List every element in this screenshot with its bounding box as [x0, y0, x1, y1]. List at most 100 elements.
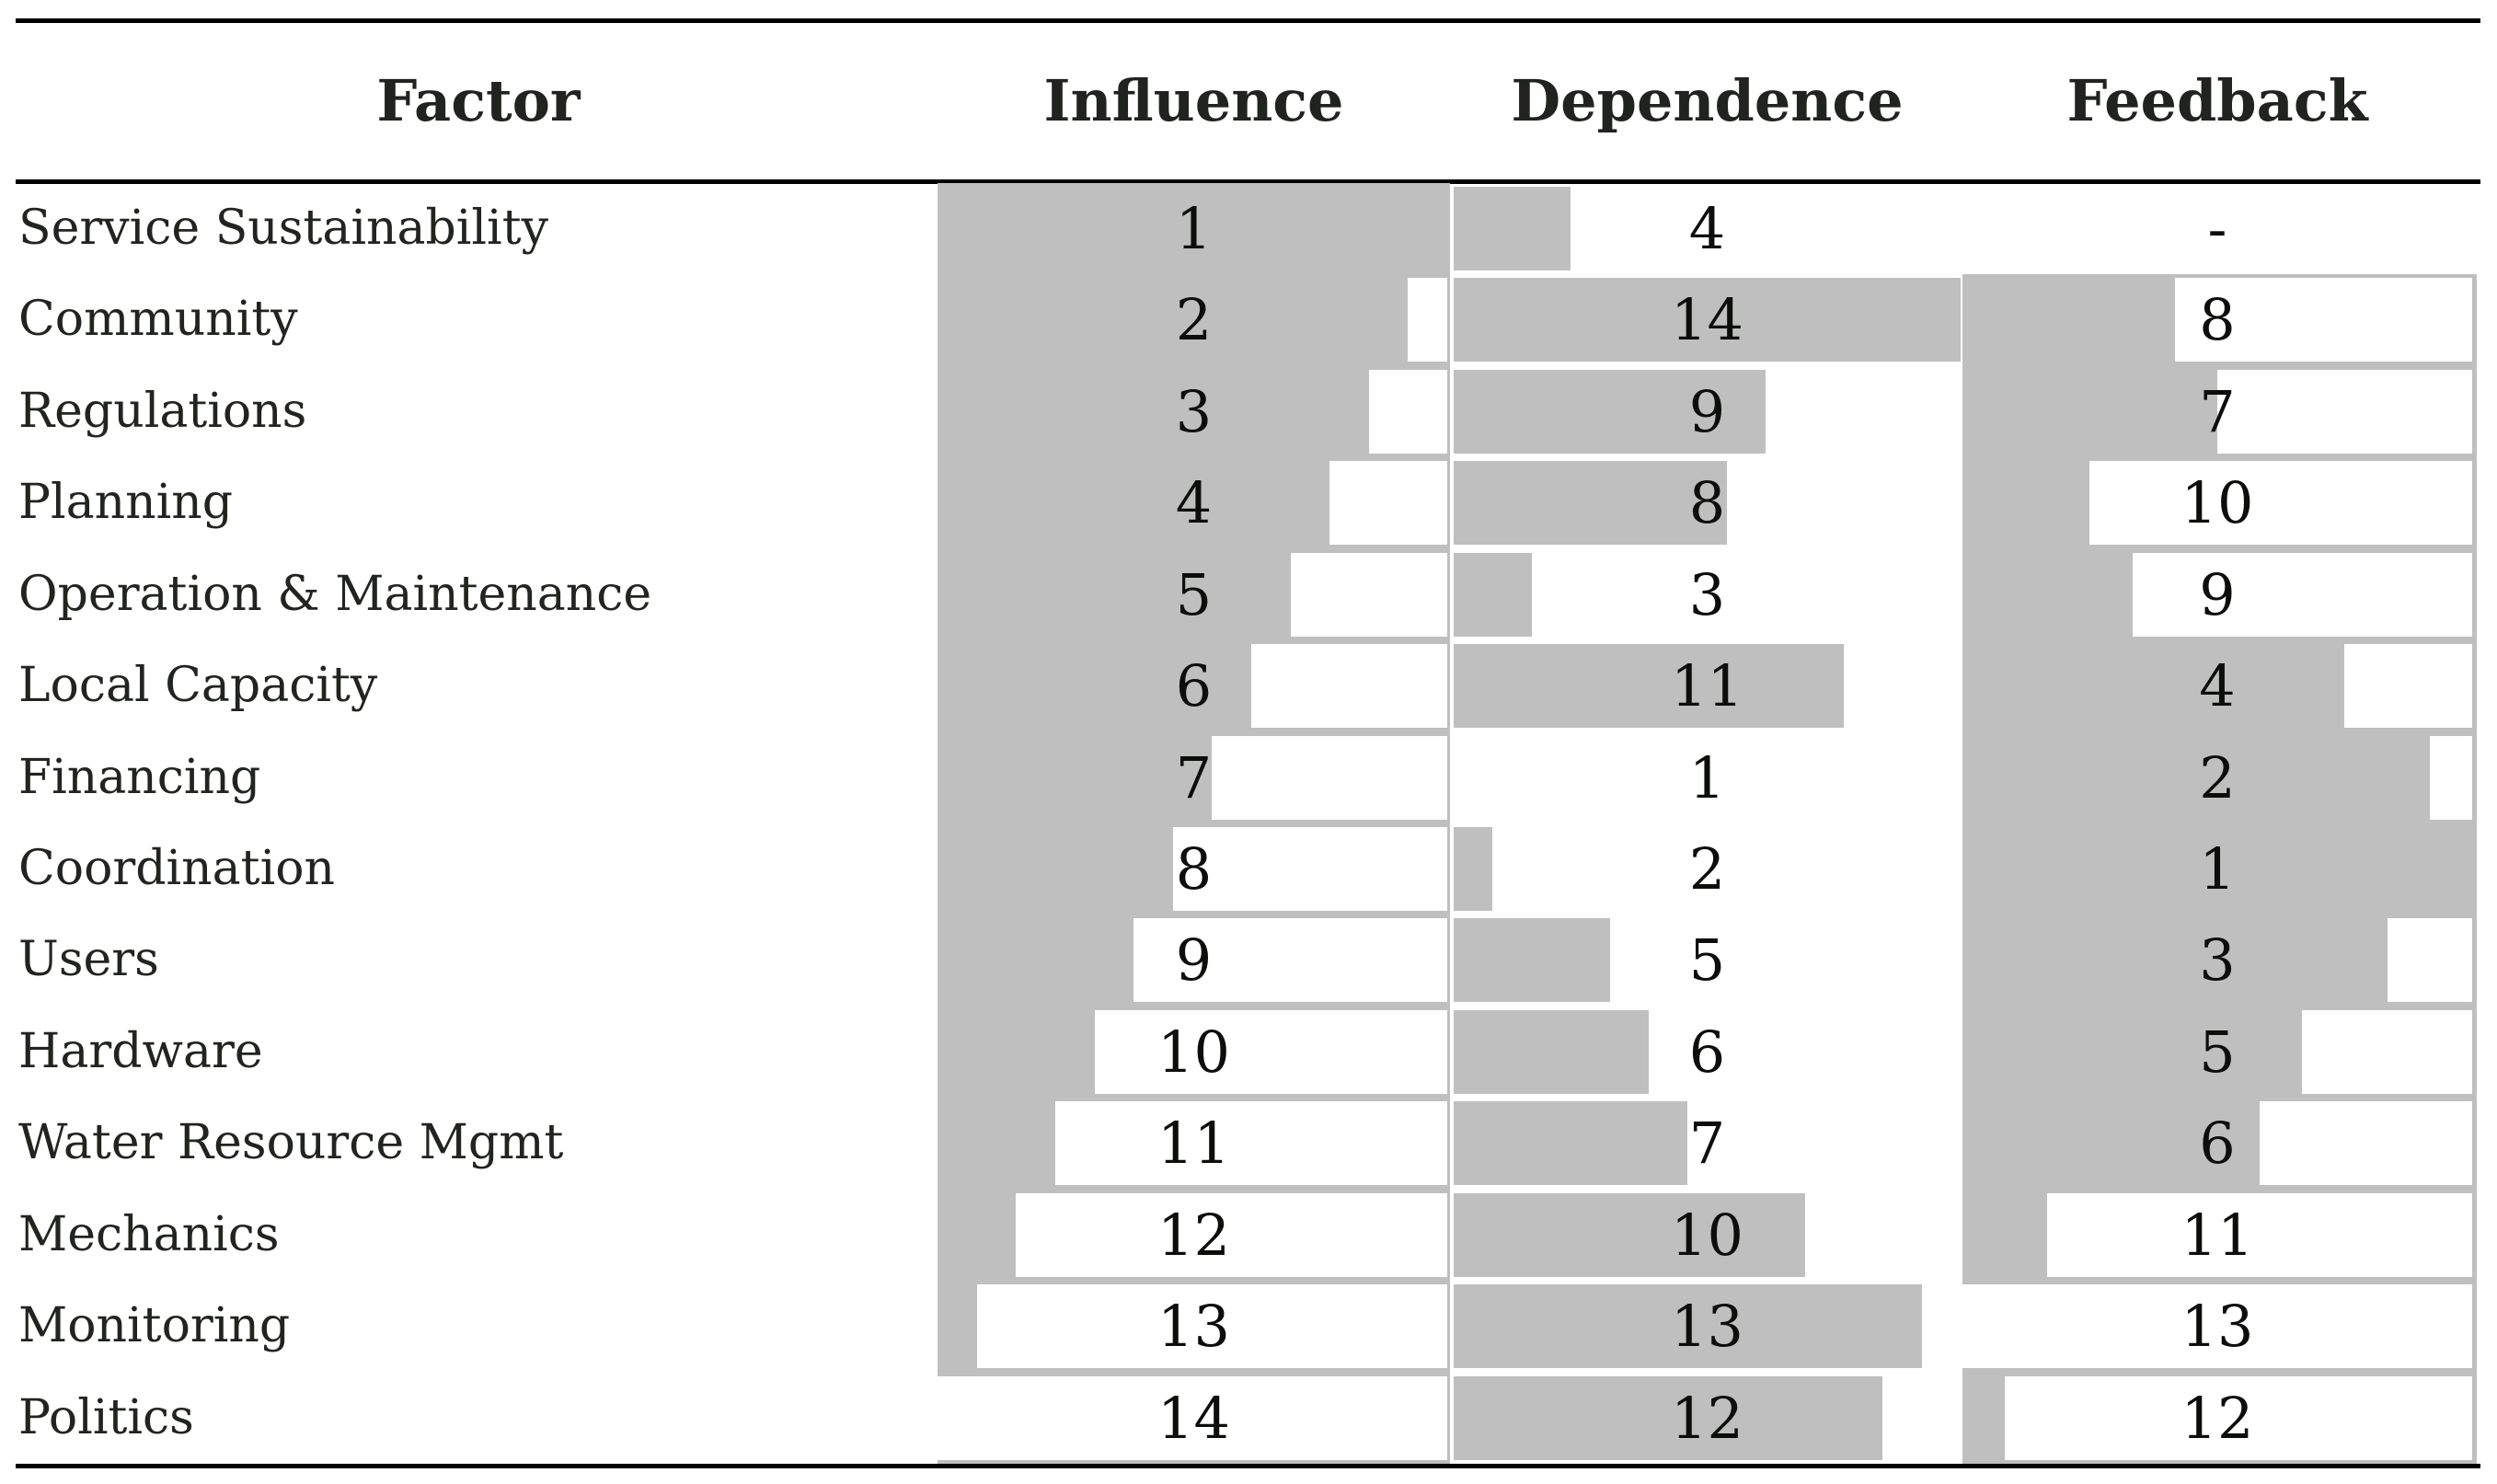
- influence-rank-bar: [976, 1284, 1447, 1369]
- feedback-rank-bar: [2047, 1192, 2472, 1277]
- factor-label: Service Sustainability: [18, 201, 548, 256]
- feedback-rank-value: 12: [2181, 1384, 2254, 1452]
- factor-label: Local Capacity: [18, 658, 378, 714]
- factor-label: Users: [18, 932, 159, 988]
- dependence-rank-bar: [1454, 1375, 1883, 1460]
- influence-rank-bar: [1368, 369, 1447, 454]
- influence-rank-bar: [1212, 735, 1447, 820]
- dependence-rank-bar: [1454, 278, 1962, 362]
- feedback-rank-value: 13: [2181, 1293, 2254, 1361]
- factor-label: Operation & Maintenance: [18, 566, 652, 622]
- feedback-rank-value: 2: [2199, 743, 2236, 811]
- feedback-rank-value: 3: [2199, 926, 2236, 995]
- dependence-rank-value: 3: [1688, 560, 1726, 628]
- influence-rank-bar: [1016, 1192, 1447, 1277]
- dependence-rank-value: 7: [1688, 1110, 1726, 1178]
- table-bottom-border: [16, 1464, 2480, 1468]
- feedback-rank-value: 10: [2181, 469, 2254, 537]
- influence-rank-bar: [1329, 461, 1447, 546]
- factor-label: Monitoring: [18, 1298, 291, 1354]
- factor-label: Politics: [18, 1389, 194, 1445]
- feedback-rank-value: 4: [2199, 652, 2236, 720]
- feedback-rank-value: 9: [2199, 560, 2236, 628]
- feedback-rank-value: -: [2207, 195, 2227, 262]
- feedback-rank-bar: [2387, 918, 2472, 1003]
- feedback-rank-bar: [1962, 1284, 2472, 1369]
- dependence-rank-bar: [1454, 827, 1493, 911]
- influence-rank-value: 4: [1175, 469, 1213, 537]
- dependence-rank-bar: [1454, 552, 1532, 637]
- column-header-influence: Influence: [1043, 67, 1344, 134]
- influence-rank-value: 12: [1157, 1201, 1230, 1269]
- dependence-rank-value: 10: [1671, 1201, 1743, 1269]
- influence-rank-value: 5: [1175, 560, 1213, 628]
- column-header-feedback: Feedback: [2066, 67, 2368, 134]
- influence-rank-value: 9: [1175, 926, 1213, 995]
- factor-label: Planning: [18, 475, 234, 531]
- dependence-rank-value: 8: [1688, 469, 1726, 537]
- feedback-rank-value: 11: [2181, 1201, 2254, 1269]
- factor-label: Hardware: [18, 1023, 263, 1079]
- dependence-rank-bar: [1454, 1192, 1805, 1277]
- feedback-rank-bar: [2005, 1375, 2472, 1460]
- factor-label: Water Resource Mgmt: [18, 1115, 564, 1171]
- dependence-rank-bar: [1454, 1101, 1688, 1186]
- feedback-rank-bar: [2174, 278, 2472, 362]
- dependence-rank-value: 11: [1671, 652, 1743, 720]
- feedback-rank-bar: [2132, 552, 2472, 637]
- influence-rank-value: 8: [1175, 835, 1213, 903]
- dependence-rank-value: 4: [1688, 195, 1726, 262]
- dependence-rank-value: 6: [1688, 1018, 1726, 1086]
- dependence-rank-value: 5: [1688, 926, 1726, 995]
- dependence-rank-bar: [1454, 1284, 1922, 1369]
- influence-rank-bar: [1408, 278, 1447, 362]
- feedback-rank-bar: [2260, 1101, 2472, 1186]
- table-top-border: [16, 18, 2480, 23]
- feedback-rank-value: 1: [2199, 835, 2236, 903]
- influence-rank-value: 13: [1157, 1293, 1230, 1361]
- dependence-rank-bar: [1454, 918, 1610, 1003]
- dependence-rank-bar: [1454, 461, 1727, 546]
- feedback-rank-value: 8: [2199, 286, 2236, 354]
- influence-rank-bar: [1094, 1009, 1447, 1094]
- dependence-rank-bar: [1454, 644, 1844, 729]
- factor-label: Regulations: [18, 383, 307, 439]
- factor-label: Coordination: [18, 841, 335, 896]
- factor-label: Mechanics: [18, 1206, 280, 1262]
- influence-rank-value: 3: [1175, 377, 1213, 445]
- dependence-rank-bar: [1454, 1009, 1649, 1094]
- column-header-dependence: Dependence: [1511, 67, 1904, 134]
- dependence-rank-value: 9: [1688, 377, 1726, 445]
- influence-rank-value: 2: [1175, 286, 1213, 354]
- influence-rank-value: 11: [1157, 1110, 1230, 1178]
- influence-rank-value: 6: [1175, 652, 1213, 720]
- feedback-rank-value: 6: [2199, 1110, 2236, 1178]
- dependence-rank-bar: [1454, 369, 1766, 454]
- influence-rank-value: 7: [1175, 743, 1213, 811]
- influence-rank-bar: [938, 1375, 1447, 1460]
- dependence-rank-value: 2: [1688, 835, 1726, 903]
- column-header-factor: Factor: [376, 67, 581, 134]
- influence-rank-bar: [1290, 552, 1447, 637]
- feedback-rank-bar: [2089, 461, 2472, 546]
- dependence-rank-value: 12: [1671, 1384, 1743, 1452]
- influence-rank-value: 1: [1175, 195, 1213, 262]
- influence-rank-bar: [1172, 827, 1447, 911]
- header-divider-line: [16, 179, 2480, 184]
- influence-rank-value: 10: [1157, 1018, 1230, 1086]
- influence-rank-bar: [1055, 1101, 1447, 1186]
- feedback-rank-value: 5: [2199, 1018, 2236, 1086]
- dependence-rank-value: 13: [1671, 1293, 1743, 1361]
- dependence-rank-bar: [1454, 187, 1571, 270]
- feedback-rank-value: 7: [2199, 377, 2236, 445]
- feedback-rank-bar: [2344, 644, 2472, 729]
- influence-rank-value: 14: [1157, 1384, 1230, 1452]
- feedback-rank-bar: [2429, 735, 2472, 820]
- feedback-rank-bar: [2216, 369, 2472, 454]
- influence-rank-bar: [1133, 918, 1447, 1003]
- dependence-rank-value: 14: [1671, 286, 1743, 354]
- factor-label: Financing: [18, 749, 261, 805]
- dependence-rank-value: 1: [1688, 743, 1726, 811]
- feedback-rank-bar: [2302, 1009, 2472, 1094]
